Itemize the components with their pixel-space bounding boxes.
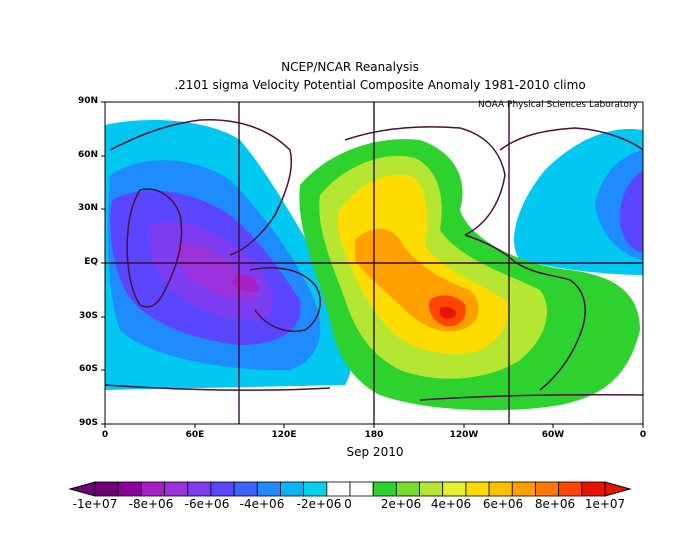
- colorbar-cell: [372, 481, 397, 497]
- colorbar-label: -6e+06: [184, 497, 230, 511]
- lon-label: 120W: [449, 430, 479, 440]
- lat-label: 30S: [78, 311, 98, 321]
- colorbar-label: 8e+06: [534, 497, 576, 511]
- colorbar-cell: [465, 481, 490, 497]
- coastlines: [105, 119, 643, 401]
- colorbar-cell: [535, 481, 560, 497]
- colorbar-label: 6e+06: [482, 497, 524, 511]
- colorbar-cell: [94, 481, 119, 497]
- lon-label: 60E: [185, 430, 205, 440]
- colorbar-cell: [210, 481, 235, 497]
- lon-label: 0: [101, 430, 109, 440]
- colorbar-cell: [581, 481, 606, 497]
- colorbar-cell: [511, 481, 536, 497]
- colorbar-label: 0: [344, 497, 352, 511]
- colorbar-cell: [280, 481, 305, 497]
- colorbar-label: 1e+07: [584, 497, 626, 511]
- lon-label: 180: [364, 430, 384, 440]
- map-subtitle: .2101 sigma Velocity Potential Composite…: [174, 78, 586, 92]
- lat-label: 60N: [77, 150, 98, 160]
- colorbar-cell: [164, 481, 189, 497]
- axis-ticks: [101, 101, 644, 428]
- colorbar-cell: [395, 481, 420, 497]
- colorbar-cell: [187, 481, 212, 497]
- colorbar-cell: [117, 481, 142, 497]
- lon-label: 60W: [541, 430, 565, 440]
- lon-label: 120E: [271, 430, 297, 440]
- colorbar-label: 4e+06: [430, 497, 472, 511]
- lat-label: EQ: [84, 257, 98, 267]
- lat-label: 90N: [77, 96, 98, 106]
- contour-field: [105, 119, 643, 411]
- colorbar-cell: [256, 481, 281, 497]
- colorbar-left-arrow: [68, 481, 96, 497]
- lat-label: 90S: [78, 418, 98, 428]
- colorbar-cell: [558, 481, 583, 497]
- colorbar-label: -2e+06: [296, 497, 342, 511]
- date-label: Sep 2010: [346, 445, 404, 459]
- colorbar-cell: [140, 481, 165, 497]
- colorbar-cell: [442, 481, 467, 497]
- colorbar-cell: [349, 481, 374, 497]
- colorbar-label: -4e+06: [239, 497, 285, 511]
- colorbar-label: 2e+06: [380, 497, 422, 511]
- colorbar-label: -8e+06: [128, 497, 174, 511]
- colorbar-right-arrow: [604, 481, 632, 497]
- colorbar-cell: [233, 481, 258, 497]
- pos-center: [440, 306, 456, 319]
- lon-label: 0: [639, 430, 647, 440]
- grid-lines: [105, 102, 643, 424]
- credit-label: NOAA Physical Sciences Laboratory: [477, 100, 638, 110]
- colorbar-label: -1e+07: [72, 497, 118, 511]
- colorbar-cell: [419, 481, 444, 497]
- colorbar-cell: [488, 481, 513, 497]
- colorbar-cell: [303, 481, 328, 497]
- neg-contour-east-3: [619, 170, 643, 252]
- lat-label: 60S: [78, 364, 98, 374]
- map-title: NCEP/NCAR Reanalysis: [281, 60, 419, 74]
- colorbar-cell: [326, 481, 351, 497]
- lat-label: 30N: [77, 203, 98, 213]
